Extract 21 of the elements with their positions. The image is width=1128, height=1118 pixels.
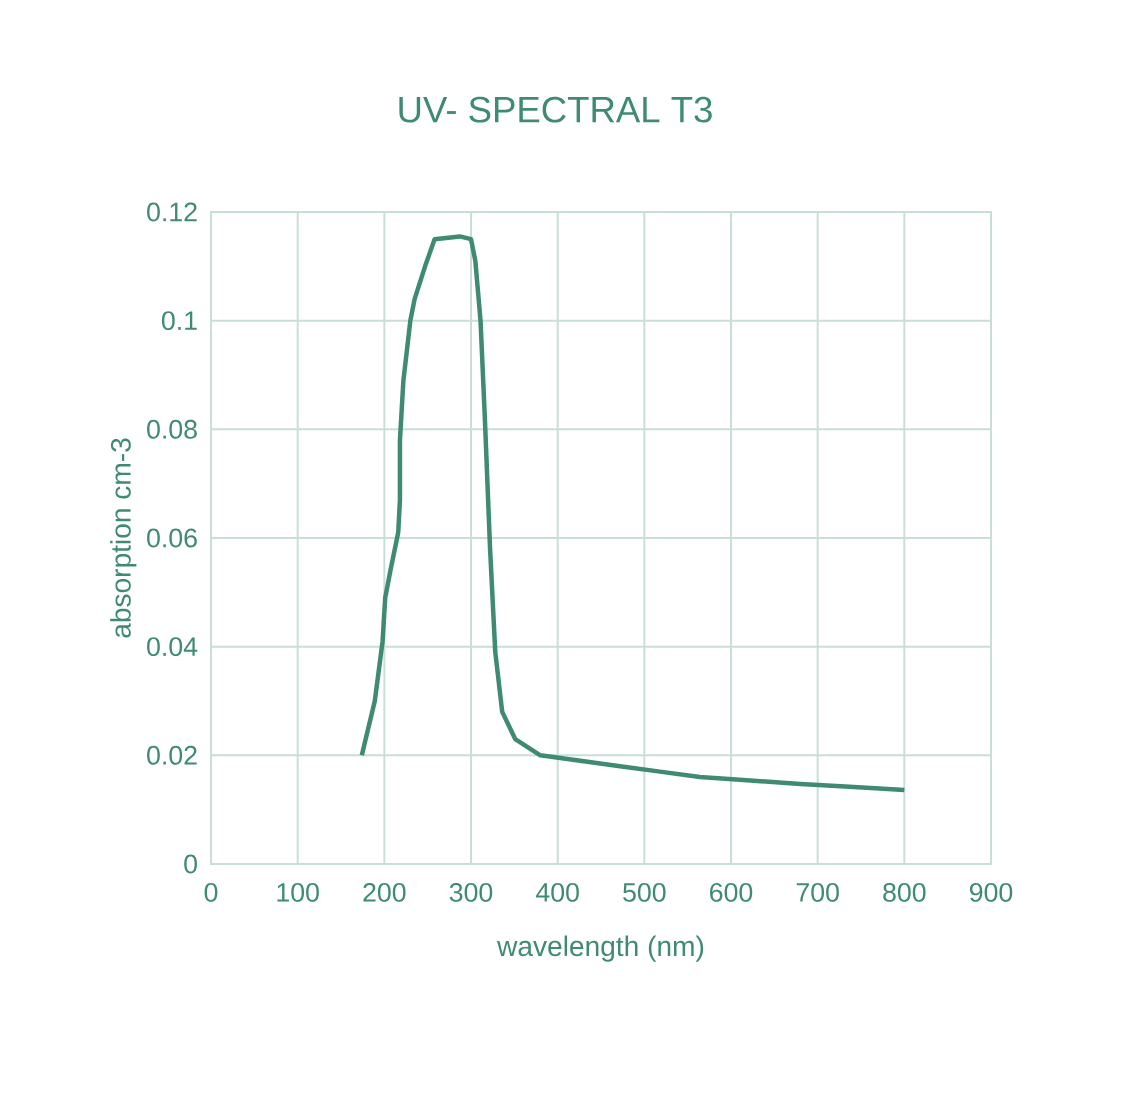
- line-series: [359, 234, 907, 793]
- x-tick-label: 100: [277, 882, 319, 902]
- x-tick-label: 300: [449, 882, 493, 902]
- y-tick-label: 0.02: [147, 745, 197, 765]
- y-tick-label: 0: [184, 854, 197, 874]
- y-axis-title: absorption cm-3: [110, 438, 137, 638]
- y-tick-label: 0.12: [147, 202, 197, 222]
- x-tick-label: 400: [536, 882, 579, 902]
- x-axis-title: wavelength (nm): [497, 935, 704, 962]
- y-tick-label: 0.06: [147, 528, 197, 548]
- x-tick-label: 0: [204, 882, 218, 902]
- y-tick-label: 0.04: [147, 637, 198, 657]
- x-tick-label: 800: [883, 882, 926, 902]
- x-tick-label: 700: [796, 882, 839, 902]
- x-tick-label: 900: [969, 882, 1013, 902]
- y-tick-label: 0.1: [161, 311, 197, 331]
- y-tick-label: 0.08: [147, 419, 197, 439]
- x-tick-label: 500: [623, 882, 666, 902]
- x-tick-label: 600: [710, 882, 753, 902]
- chart-title: UV- SPECTRAL T3: [399, 96, 712, 123]
- x-tick-label: 200: [363, 882, 406, 902]
